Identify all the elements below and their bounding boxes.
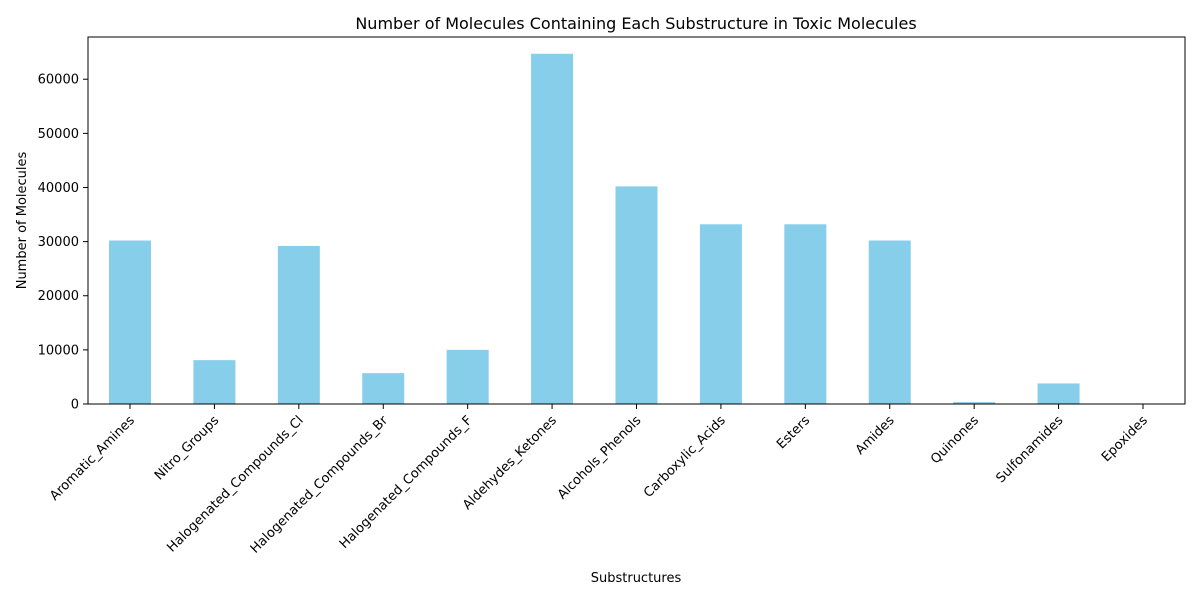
x-tick-label: Esters [774,413,813,452]
x-tick-label: Halogenated_Compounds_Cl [164,413,306,555]
x-tick-label: Amides [853,413,898,458]
y-tick-label: 0 [71,398,79,413]
x-tick-label: Epoxides [1099,413,1151,465]
bar-aromatic-amines [109,240,151,404]
x-tick-label: Nitro_Groups [152,413,222,483]
x-tick-label: Halogenated_Compounds_F [337,413,476,552]
x-axis: Aromatic_Amines Nitro_GroupsHalogenated_C… [47,404,1151,557]
y-axis: 0 10000 20000 30000 40000 50000 60000 [38,73,88,413]
x-axis-label: Substructures [591,571,682,586]
x-tick-label: Aldehydes_Ketones [460,413,560,513]
bar-quinones [953,402,996,404]
y-tick-label: 30000 [38,235,79,250]
y-tick-label: 20000 [38,289,79,304]
bar-esters [784,224,827,404]
chart-title: Number of Molecules Containing Each Subs… [355,14,916,33]
bar-halogenated-compounds-br [362,373,405,404]
bar-halogenated-compounds-f [446,349,489,404]
bar-alcohols-phenols [615,186,658,404]
bar-halogenated-compounds-cl [277,245,320,404]
x-tick-label: Quinones [928,413,982,467]
y-tick-label: 10000 [38,343,79,358]
y-tick-label: 50000 [38,127,79,142]
bar-amides [868,240,911,404]
x-tick-label: Sulfonamides [993,413,1066,486]
x-tick-label: Aromatic_Amines [47,413,138,504]
x-tick-label: Alcohols_Phenols [555,413,644,502]
plot-frame [87,36,1186,405]
bar-sulfonamides [1037,383,1080,404]
bar-nitro-groups [193,360,236,404]
y-tick-label: 60000 [38,73,79,88]
bars-group [109,53,1164,404]
x-tick-label: Halogenated_Compounds_Br [248,413,392,557]
bar-carboxylic-acids [699,224,742,404]
y-tick-label: 40000 [38,181,79,196]
bar-aldehydes-ketones [531,53,574,404]
x-tick-label: Carboxylic_Acids [641,413,729,501]
y-axis-label: Number of Molecules [15,151,30,289]
